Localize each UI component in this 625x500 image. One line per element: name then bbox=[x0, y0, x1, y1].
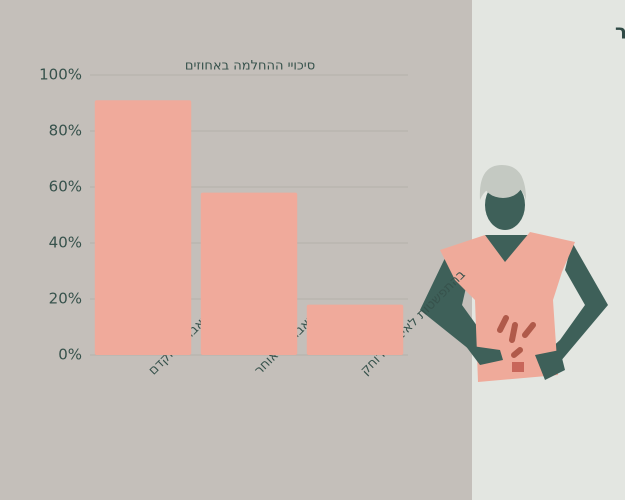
y-tick-label: 20% bbox=[49, 290, 82, 308]
y-tick-label: 60% bbox=[49, 178, 82, 196]
y-tick-label: 0% bbox=[58, 346, 82, 364]
bar bbox=[94, 100, 192, 355]
y-tick-label: 40% bbox=[49, 234, 82, 252]
bar bbox=[200, 192, 298, 355]
illustration bbox=[420, 165, 608, 382]
y-tick-label: 80% bbox=[49, 122, 82, 140]
page-title: ההשלכות של גילוי מאוחר bbox=[615, 20, 625, 44]
y-tick-label: 100% bbox=[39, 66, 82, 84]
bar bbox=[306, 304, 404, 355]
chart-subtitle: סיכויי ההחלמה באחוזים bbox=[185, 59, 315, 74]
